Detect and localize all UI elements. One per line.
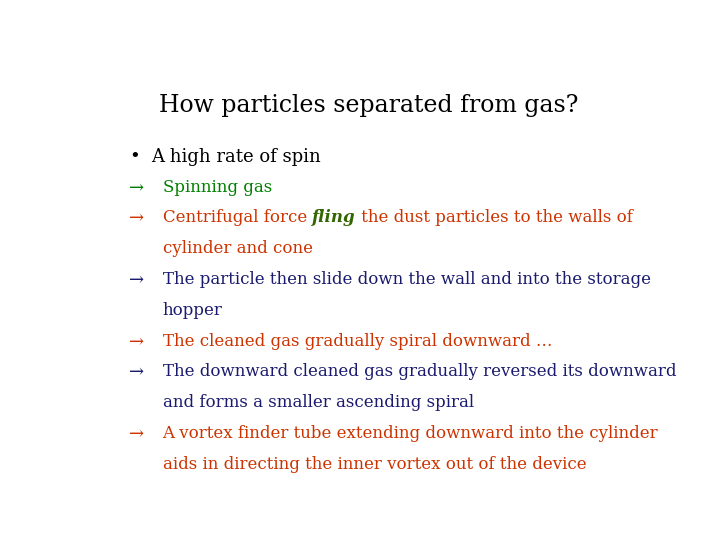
Text: hopper: hopper xyxy=(163,302,222,319)
Text: The particle then slide down the wall and into the storage: The particle then slide down the wall an… xyxy=(163,271,651,288)
Text: →: → xyxy=(129,210,144,227)
Text: A high rate of spin: A high rate of spin xyxy=(151,148,321,166)
Text: fling: fling xyxy=(312,210,356,226)
Text: cylinder and cone: cylinder and cone xyxy=(163,240,312,257)
Text: A vortex finder tube extending downward into the cylinder: A vortex finder tube extending downward … xyxy=(163,425,658,442)
Text: The downward cleaned gas gradually reversed its downward: The downward cleaned gas gradually rever… xyxy=(163,363,676,380)
Text: →: → xyxy=(129,425,144,443)
Text: How particles separated from gas?: How particles separated from gas? xyxy=(159,94,579,117)
Text: Spinning gas: Spinning gas xyxy=(163,179,271,195)
Text: Centrifugal force: Centrifugal force xyxy=(163,210,312,226)
Text: and forms a smaller ascending spiral: and forms a smaller ascending spiral xyxy=(163,394,474,411)
Text: The cleaned gas gradually spiral downward …: The cleaned gas gradually spiral downwar… xyxy=(163,333,552,349)
Text: aids in directing the inner vortex out of the device: aids in directing the inner vortex out o… xyxy=(163,456,586,472)
Text: the dust particles to the walls of: the dust particles to the walls of xyxy=(356,210,633,226)
Text: •: • xyxy=(129,148,140,166)
Text: →: → xyxy=(129,271,144,289)
Text: →: → xyxy=(129,179,144,197)
Text: →: → xyxy=(129,333,144,350)
Text: →: → xyxy=(129,363,144,381)
